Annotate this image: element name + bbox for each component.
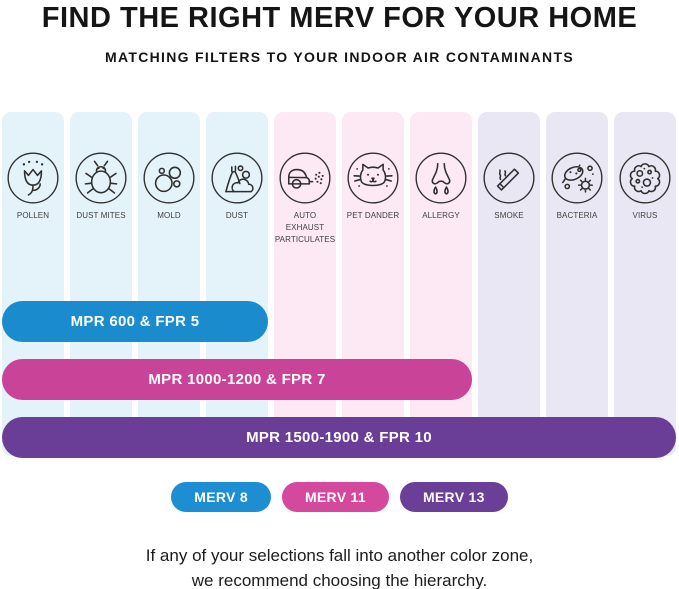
dust-mites-icon [75, 152, 127, 204]
page-subtitle: MATCHING FILTERS TO YOUR INDOOR AIR CONT… [105, 49, 574, 65]
contaminant-label-pollen: POLLEN [16, 211, 50, 220]
bacteria-icon [551, 152, 603, 204]
contaminant-label-auto-exhaust-particulates: AUTO EXHAUST PARTICULATES [274, 211, 336, 244]
bar-label: MPR 1500-1900 & FPR 10 [246, 429, 432, 446]
contaminant-label-allergy: ALLERGY [422, 211, 460, 220]
merv-11-badge: MERV 11 [281, 482, 389, 512]
merv-13-badge: MERV 13 [399, 482, 508, 512]
virus-icon [619, 152, 671, 204]
contaminant-column-allergy: ALLERGY [410, 112, 472, 456]
contaminant-label-mold: MOLD [157, 211, 181, 220]
contaminant-column-virus: VIRUS [614, 112, 676, 456]
bar-label: MPR 600 & FPR 5 [70, 313, 200, 330]
contaminant-label-pet-dander: PET DANDER [346, 211, 400, 220]
merv-badges: MERV 8 MERV 11 MERV 13 [0, 482, 679, 512]
contaminant-label-dust: DUST [225, 211, 249, 220]
pollen-icon [7, 152, 59, 204]
mpr-600-fpr-5-bar: MPR 600 & FPR 5 [2, 301, 268, 342]
smoke-icon [483, 152, 535, 204]
contaminant-column-bacteria: BACTERIA [546, 112, 608, 456]
mpr-1000-1200-fpr-7-bar: MPR 1000-1200 & FPR 7 [2, 359, 472, 400]
bar-label: MPR 1000-1200 & FPR 7 [148, 371, 326, 388]
allergy-icon [415, 152, 467, 204]
pet-dander-icon [347, 152, 399, 204]
footer-line-1: If any of your selections fall into anot… [145, 546, 534, 565]
contaminant-label-bacteria: BACTERIA [556, 211, 598, 220]
contaminant-column-dust: DUST [206, 112, 268, 456]
contaminant-column-dust-mites: DUST MITES [70, 112, 132, 456]
merv-8-badge: MERV 8 [171, 482, 271, 512]
contaminant-column-pet-dander: PET DANDER [342, 112, 404, 456]
contaminant-column-mold: MOLD [138, 112, 200, 456]
contaminant-column-pollen: POLLEN [2, 112, 64, 456]
mold-icon [143, 152, 195, 204]
contaminant-label-virus: VIRUS [632, 211, 658, 220]
contaminant-column-smoke: SMOKE [478, 112, 540, 456]
contaminant-column-auto-exhaust-particulates: AUTO EXHAUST PARTICULATES [274, 112, 336, 456]
mpr-1500-1900-fpr-10-bar: MPR 1500-1900 & FPR 10 [2, 417, 676, 458]
contaminant-label-smoke: SMOKE [494, 211, 524, 220]
footer-line-2: we recommend choosing the hierarchy. [191, 571, 488, 589]
footer-note: If any of your selections fall into anot… [0, 543, 679, 589]
dust-icon [211, 152, 263, 204]
contaminant-label-dust-mites: DUST MITES [76, 211, 126, 220]
auto-exhaust-icon [279, 152, 331, 204]
contaminant-columns: POLLEN DUST MITES MOLD DUST AUTO EXHAUST PAR… [2, 112, 676, 456]
page-title: FIND THE RIGHT MERV FOR YOUR HOME [41, 2, 638, 34]
